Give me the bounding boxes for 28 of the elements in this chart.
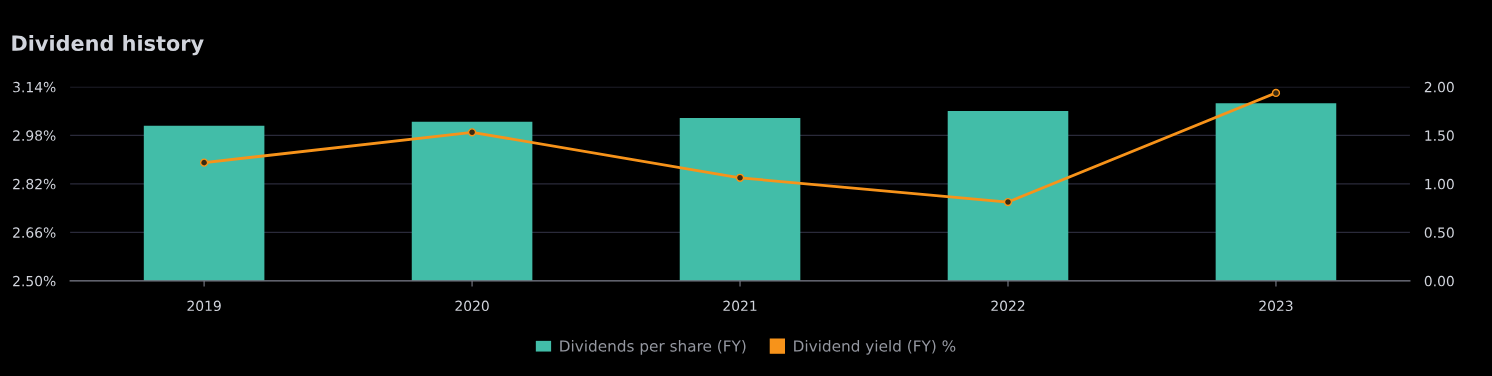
bar <box>679 117 801 281</box>
y-tick-label: 3.14% <box>13 81 56 93</box>
legend-label: Dividends per share (FY) <box>560 339 746 355</box>
y-tick-label: 2.82% <box>13 178 56 190</box>
y-tick-label: 2.98% <box>13 130 56 141</box>
x-tick-label: 2023 <box>1259 300 1293 312</box>
point <box>1003 197 1013 207</box>
point <box>735 173 745 182</box>
y2-tick-label: 2.00 <box>1424 81 1454 93</box>
bar <box>947 111 1069 281</box>
point <box>1271 88 1281 98</box>
y-tick-label: 2.50% <box>13 275 56 287</box>
y2-tick-label: 0.50 <box>1424 227 1454 238</box>
y-tick-label: 2.66% <box>13 227 56 238</box>
point <box>199 158 209 167</box>
legend-label: Dividend yield (FY) % <box>794 339 956 355</box>
x-tick-label: 2019 <box>187 300 221 312</box>
y2-tick-label: 1.50 <box>1425 130 1454 141</box>
chart-title: Dividend history <box>12 34 204 56</box>
bar <box>1215 103 1337 281</box>
x-tick-label: 2022 <box>991 300 1025 312</box>
y2-tick-label: 1.00 <box>1425 178 1454 190</box>
point <box>467 128 477 137</box>
x-tick-label: 2020 <box>455 300 489 312</box>
y2-tick-label: 0.00 <box>1424 275 1454 287</box>
bar <box>411 121 533 281</box>
x-tick-label: 2021 <box>723 300 757 312</box>
bar <box>143 125 265 281</box>
